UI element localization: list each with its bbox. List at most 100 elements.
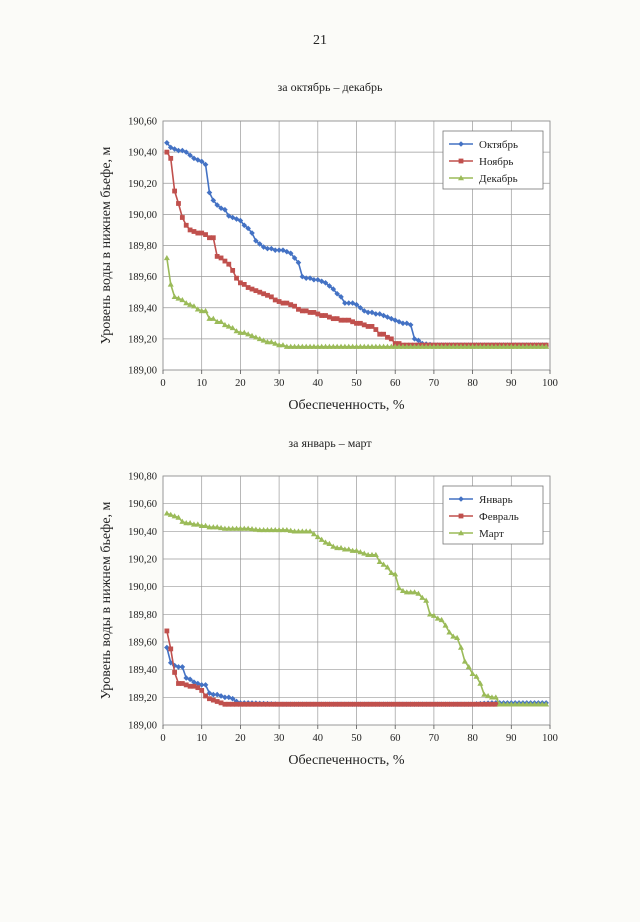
data-point [175, 295, 182, 301]
x-tick-label: 90 [506, 733, 517, 744]
data-point [373, 701, 379, 707]
data-point [221, 321, 228, 328]
x-axis-label: Обеспеченность, % [288, 753, 404, 768]
data-point [488, 694, 495, 700]
x-tick-label: 80 [467, 733, 478, 744]
data-point [380, 312, 387, 319]
data-point [349, 547, 356, 553]
data-point [237, 525, 244, 531]
data-point [322, 539, 329, 545]
data-point [183, 300, 190, 306]
y-tick-label: 189,00 [128, 721, 157, 732]
data-point [427, 701, 433, 707]
legend-label: Февраль [479, 511, 519, 523]
data-point [504, 343, 511, 349]
data-point [349, 343, 356, 349]
data-point [369, 701, 375, 707]
data-point [195, 230, 201, 236]
data-point [179, 681, 185, 686]
data-point [380, 561, 387, 567]
y-tick-label: 189,20 [128, 693, 157, 704]
data-point [318, 536, 325, 542]
data-point [171, 293, 178, 300]
data-point [481, 691, 488, 697]
data-point [272, 297, 278, 303]
data-point [191, 683, 197, 689]
data-point [407, 322, 414, 328]
data-point [292, 701, 297, 707]
data-point [179, 215, 185, 220]
data-point [365, 343, 372, 349]
data-point [392, 701, 398, 707]
legend-label: Октябрь [479, 139, 518, 151]
y-tick-label: 189,00 [128, 366, 157, 377]
data-point [381, 701, 386, 707]
data-point [241, 282, 247, 287]
data-point [327, 701, 332, 707]
data-point [400, 320, 406, 327]
data-point [299, 343, 306, 349]
data-point [280, 300, 286, 306]
x-tick-label: 40 [313, 378, 324, 389]
data-point [516, 701, 523, 707]
series-triangle [163, 510, 550, 707]
data-point [330, 701, 336, 707]
data-point [210, 315, 217, 321]
data-point [199, 688, 205, 693]
data-point [207, 696, 212, 702]
data-point [368, 551, 375, 558]
data-point [462, 701, 468, 707]
data-point [372, 343, 379, 349]
data-point [399, 587, 406, 594]
data-point [253, 288, 259, 294]
data-point [279, 526, 286, 533]
data-point [222, 701, 228, 707]
data-point [179, 296, 186, 303]
data-point [203, 693, 208, 699]
data-point [384, 343, 391, 349]
legend-marker [458, 530, 464, 536]
data-point [508, 701, 515, 707]
data-point [296, 701, 301, 707]
data-point [500, 343, 507, 349]
data-point [488, 343, 495, 349]
data-point [431, 701, 437, 707]
legend-marker [458, 513, 464, 519]
data-point [369, 309, 375, 316]
data-point [523, 343, 530, 349]
data-point [446, 701, 452, 707]
data-point [175, 514, 182, 520]
data-point [238, 701, 243, 707]
x-axis-label: Обеспеченность, % [288, 398, 404, 413]
data-point [303, 343, 310, 349]
data-point [365, 309, 371, 316]
data-point [485, 343, 492, 349]
data-point [516, 343, 523, 349]
data-point [168, 646, 174, 652]
data-point [190, 521, 197, 527]
y-tick-label: 190,80 [128, 472, 157, 483]
data-point [492, 343, 499, 349]
data-point [268, 526, 275, 533]
data-point [276, 247, 282, 253]
data-point [377, 701, 383, 707]
data-point [376, 558, 383, 564]
data-point [253, 701, 259, 707]
data-point [167, 511, 174, 517]
data-point [187, 683, 193, 689]
data-point [226, 701, 232, 707]
data-point [276, 342, 283, 348]
data-point [385, 701, 390, 707]
data-point [519, 701, 526, 707]
data-point [469, 670, 476, 677]
data-point [261, 701, 267, 707]
data-point [384, 314, 391, 320]
data-point [210, 524, 217, 530]
data-point [210, 691, 217, 698]
data-point [341, 546, 348, 552]
data-point [307, 275, 313, 281]
data-point [403, 343, 410, 349]
data-point [365, 324, 371, 329]
data-point [338, 343, 345, 349]
legend-marker [458, 158, 464, 164]
